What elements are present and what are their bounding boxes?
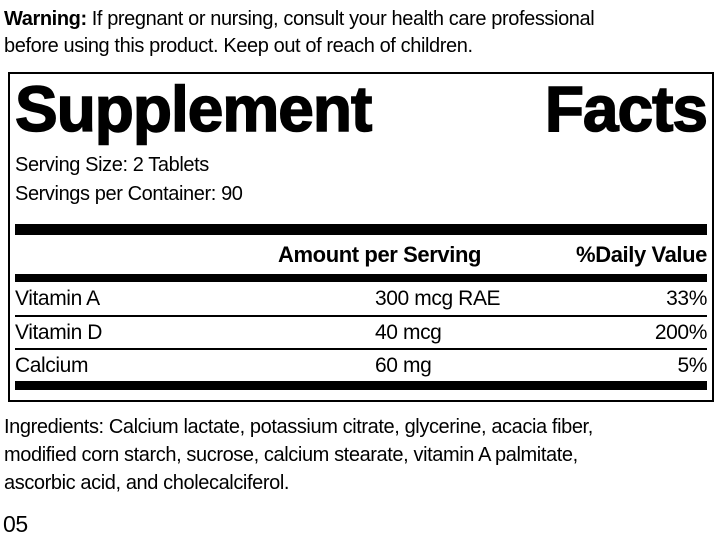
table-row-vitamin-d: Vitamin D 40 mcg 200%: [15, 315, 707, 348]
warning-text-1: If pregnant or nursing, consult your hea…: [91, 8, 595, 30]
column-header-amount: Amount per Serving: [278, 241, 482, 267]
rule-bottom-thick: [15, 381, 707, 390]
serving-info: Serving Size: 2 Tablets Servings per Con…: [15, 151, 707, 209]
nutrient-daily-value: 33%: [666, 286, 707, 310]
servings-per-container: Servings per Container: 90: [15, 183, 243, 205]
rule-top-thick: [15, 224, 707, 235]
ingredients-paragraph: Ingredients: Calcium lactate, potassium …: [4, 413, 716, 497]
panel-title-word-1: Supplement: [14, 73, 373, 145]
ingredients-line-1: Ingredients: Calcium lactate, potassium …: [4, 416, 593, 438]
ingredients-line-2: modified corn starch, sucrose, calcium s…: [4, 444, 578, 466]
serving-size: Serving Size: 2 Tablets: [15, 154, 209, 176]
ingredients-line-3: ascorbic acid, and cholecalciferol.: [4, 472, 290, 494]
nutrient-amount: 40 mcg: [375, 320, 442, 344]
nutrient-name: Vitamin D: [15, 320, 103, 344]
panel-title-word-2: Facts: [544, 73, 709, 145]
table-row-calcium: Calcium 60 mg 5%: [15, 348, 707, 381]
nutrient-daily-value: 200%: [654, 320, 708, 344]
column-header-daily-value: %Daily Value: [576, 241, 707, 267]
panel-title: Supplement Facts: [14, 73, 709, 145]
warning-line-1: Warning: If pregnant or nursing, consult …: [4, 6, 716, 33]
nutrient-name: Calcium: [15, 353, 89, 377]
table-row-vitamin-a: Vitamin A 300 mcg RAE 33%: [15, 282, 707, 315]
supplement-facts-panel: Supplement Facts Serving Size: 2 Tablets…: [8, 72, 714, 402]
warning-line-2: before using this product. Keep out of r…: [4, 35, 473, 57]
lot-code: 05: [3, 511, 28, 537]
table-header-row: Amount per Serving %Daily Value: [15, 235, 707, 274]
nutrient-name: Vitamin A: [15, 286, 100, 310]
nutrient-amount: 300 mcg RAE: [375, 286, 501, 310]
warning-label: Warning:: [4, 8, 87, 30]
nutrient-amount: 60 mg: [375, 353, 432, 377]
nutrient-daily-value: 5%: [677, 353, 707, 377]
rule-header-bottom: [15, 274, 707, 282]
warning-paragraph: Warning: If pregnant or nursing, consult …: [4, 6, 716, 60]
